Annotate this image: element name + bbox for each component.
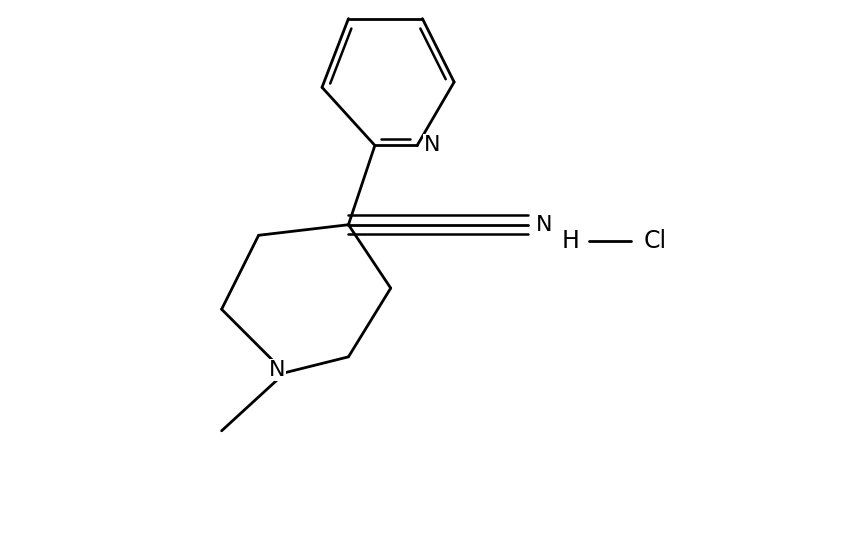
Text: N: N bbox=[536, 215, 553, 235]
Text: N: N bbox=[423, 136, 440, 155]
Text: N: N bbox=[268, 360, 286, 380]
Text: methyl: methyl bbox=[210, 433, 216, 434]
Text: Cl: Cl bbox=[643, 229, 667, 253]
Text: H: H bbox=[561, 229, 579, 253]
